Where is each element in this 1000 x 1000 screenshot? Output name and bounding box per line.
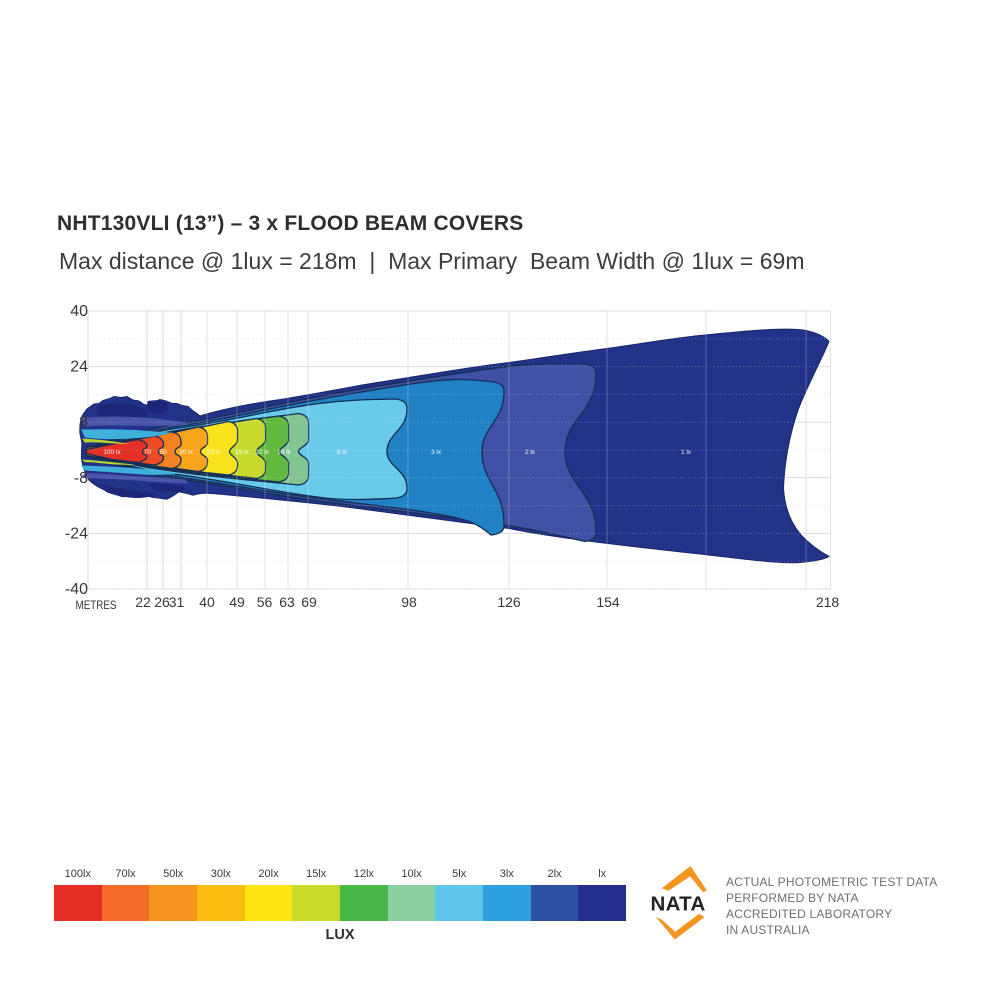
svg-text:40: 40 [199,594,215,610]
svg-text:154: 154 [596,594,620,610]
svg-text:100 lx: 100 lx [103,449,121,456]
svg-text:50: 50 [159,449,167,456]
svg-text:2 lx: 2 lx [525,449,536,456]
svg-text:15 lx: 15 lx [235,449,249,456]
svg-text:3 lx: 3 lx [431,449,442,456]
svg-text:20 lx: 20 lx [207,449,221,456]
svg-text:22: 22 [135,594,151,610]
svg-text:218: 218 [816,594,840,610]
svg-text:30 lx: 30 lx [179,449,193,456]
svg-text:56: 56 [257,594,273,610]
svg-text:8: 8 [79,414,88,431]
svg-text:98: 98 [401,594,417,610]
svg-text:70: 70 [144,449,152,456]
svg-text:126: 126 [497,594,521,610]
svg-text:26: 26 [154,594,170,610]
svg-text:69: 69 [301,594,317,610]
svg-text:-40: -40 [65,581,88,598]
svg-text:31: 31 [169,594,185,610]
svg-text:NATA: NATA [651,893,706,916]
svg-text:10 lx: 10 lx [277,449,291,456]
svg-text:63: 63 [279,594,295,610]
svg-text:24: 24 [70,359,88,376]
svg-text:5 lx: 5 lx [337,449,348,456]
svg-text:40: 40 [70,303,88,320]
svg-text:METRES: METRES [76,598,117,612]
svg-text:49: 49 [229,594,245,610]
svg-text:12 lx: 12 lx [255,449,269,456]
svg-text:-24: -24 [65,525,88,542]
svg-text:1 lx: 1 lx [681,449,692,456]
svg-text:-8: -8 [74,470,88,487]
